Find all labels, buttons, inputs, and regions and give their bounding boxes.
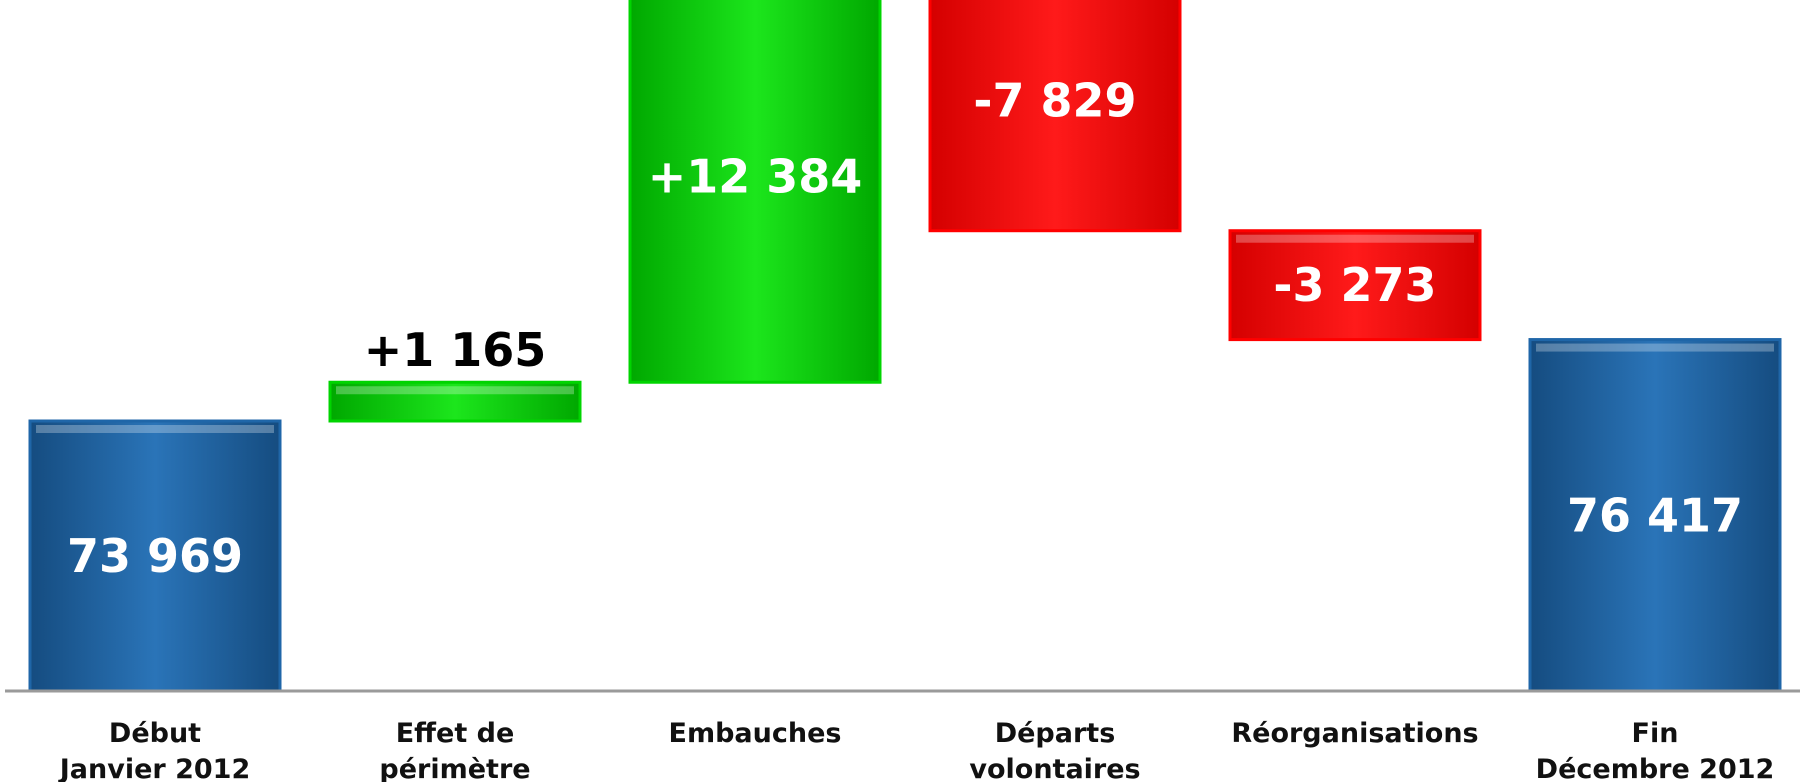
data-label-4: -3 273 [1273,258,1436,312]
bar-rect-1 [328,380,582,423]
category-label-4: Réorganisations [1231,718,1478,749]
data-label-3: -7 829 [973,73,1136,127]
bar-1 [328,380,582,423]
bar-rect-2 [628,0,882,384]
bar-highlight-0 [36,425,274,433]
category-label-0: Début Janvier 2012 [58,718,251,782]
bar-4 [1228,229,1482,342]
data-label-1: +1 165 [364,323,547,377]
category-label-line: Effet de [396,718,515,749]
category-label-5: Fin Décembre 2012 [1536,718,1775,782]
bar-0 [28,419,282,693]
category-label-line: Départs [995,718,1116,749]
bar-rect-4 [1228,229,1482,342]
data-label-0: 73 969 [67,529,243,583]
category-label-1: Effet de périmètre [379,718,530,782]
data-label-2: +12 384 [648,149,863,203]
bar-2 [628,0,882,384]
category-label-2: Embauches [669,718,842,749]
category-label-line: Début [109,718,201,749]
category-label-3: Départs volontaires [969,718,1140,782]
bar-5 [1528,338,1782,693]
category-label-line: Réorganisations [1231,718,1478,749]
category-label-line: volontaires [969,754,1140,782]
category-label-line: Fin [1632,718,1679,749]
bar-rect-3 [928,0,1182,233]
bar-highlight-5 [1536,343,1774,352]
bar-highlight-1 [336,386,574,395]
bar-rect-0 [28,419,282,693]
category-label-line: Embauches [669,718,842,749]
bar-highlight-4 [1236,234,1474,243]
category-label-line: périmètre [379,754,530,782]
bar-3 [928,0,1182,233]
category-label-line: Janvier 2012 [58,754,251,782]
data-label-5: 76 417 [1567,488,1743,542]
category-label-line: Décembre 2012 [1536,754,1775,782]
bar-rect-5 [1528,338,1782,693]
